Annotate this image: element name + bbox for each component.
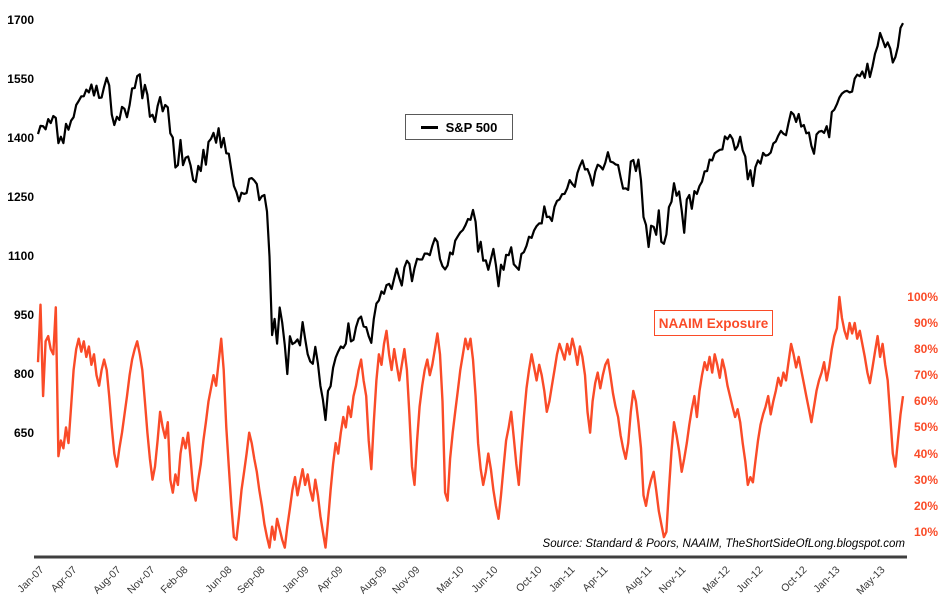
- sp500-line-swatch-icon: [420, 125, 438, 129]
- y-left-tick-label: 1700: [7, 13, 34, 27]
- y-right-tick-label: 20%: [913, 498, 938, 513]
- y-right-tick-label: 30%: [913, 472, 938, 487]
- y-right-tick-label: 70%: [913, 368, 938, 383]
- source-note: Source: Standard & Poors, NAAIM, TheShor…: [542, 538, 905, 550]
- y-right-tick-label: 90%: [913, 316, 938, 330]
- y-left-tick-label: 1400: [7, 130, 34, 145]
- naaim-exposure-label: NAAIM Exposure: [658, 315, 769, 331]
- y-left-tick-label: 650: [13, 425, 34, 440]
- sp500-legend: S&P 500: [405, 114, 513, 140]
- y-right-tick-label: 100%: [907, 289, 938, 304]
- y-left-tick-label: 800: [13, 366, 34, 381]
- y-left-tick-label: 950: [13, 307, 34, 322]
- sp500-line: [36, 22, 904, 422]
- naaim-line: [36, 295, 905, 549]
- y-right-tick-label: 40%: [913, 446, 938, 461]
- y-right-tick-label: 60%: [913, 394, 938, 409]
- sp500-legend-label: S&P 500: [445, 119, 498, 135]
- y-right-tick-label: 50%: [913, 420, 938, 435]
- y-right-tick-label: 10%: [913, 524, 938, 539]
- y-left-tick-label: 1100: [7, 248, 34, 263]
- naaim-exposure-label-box: NAAIM Exposure: [654, 310, 773, 336]
- y-right-tick-label: 80%: [913, 342, 938, 357]
- y-left-tick-label: 1550: [7, 71, 34, 86]
- y-left-tick-label: 1250: [7, 189, 34, 204]
